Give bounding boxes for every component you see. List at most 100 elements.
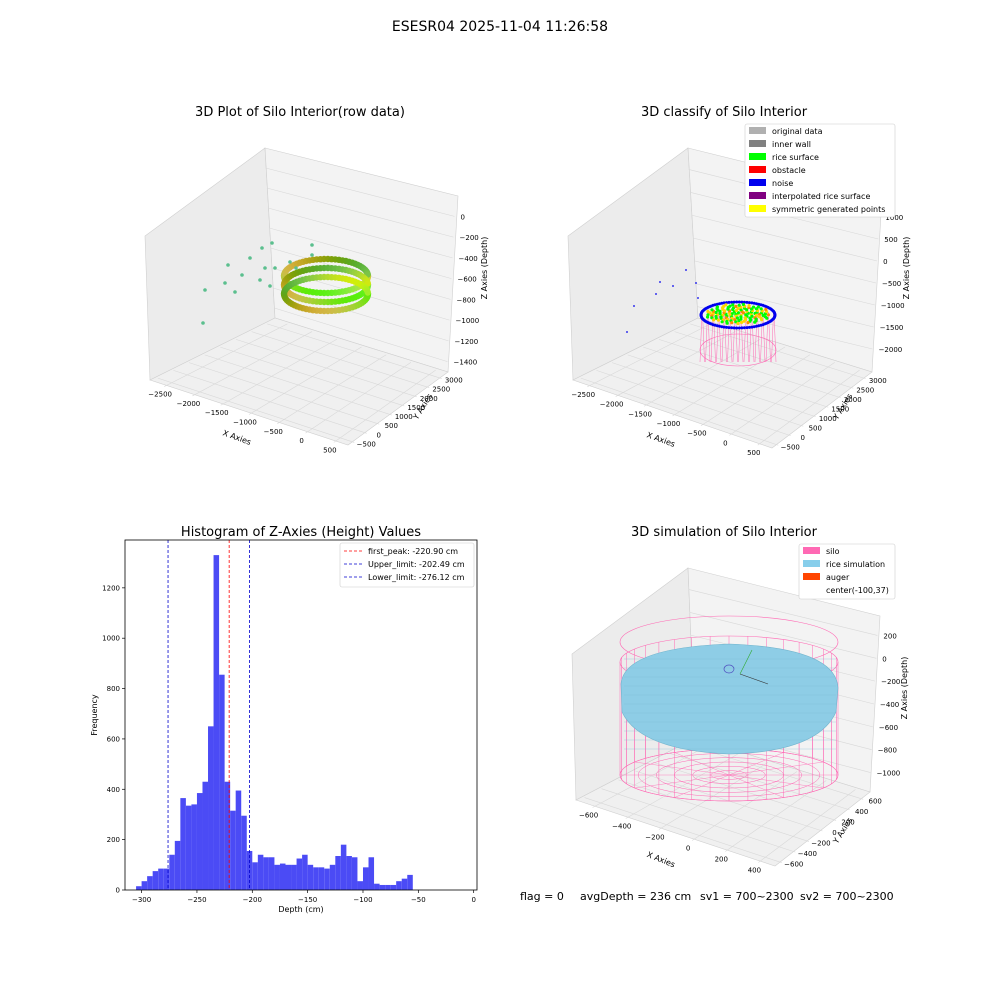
p1-zgrid-line — [269, 227, 452, 279]
panel4-grid — [584, 589, 878, 863]
legend-label: inner wall — [772, 140, 811, 149]
x-tick-label: −100 — [353, 896, 372, 904]
histogram-bar — [136, 886, 142, 890]
histogram-bar — [313, 867, 319, 890]
legend-swatch — [803, 573, 820, 580]
legend-swatch — [749, 153, 766, 160]
panel4-title: 3D simulation of Silo Interior — [631, 525, 818, 540]
legend-label: Upper_limit: -202.49 cm — [368, 560, 465, 569]
rice-surface-point — [712, 318, 716, 322]
p1-xtick-label: 500 — [323, 446, 336, 454]
p2-xgrid-line — [757, 369, 860, 446]
p4-xtick-label: 200 — [715, 856, 728, 864]
histogram-bar — [374, 883, 380, 890]
p2-ztick-label: 500 — [884, 236, 897, 244]
y-tick-label: 200 — [107, 836, 120, 844]
histogram-bar — [235, 790, 242, 890]
p2-ztick-label: −2000 — [879, 346, 903, 354]
p1-xgrid-line — [305, 362, 412, 434]
y-tick-label: 600 — [107, 735, 120, 743]
p2-ytick-label: 1500 — [831, 405, 849, 413]
histogram-bar — [219, 674, 225, 890]
silo-base-spoke — [674, 752, 730, 776]
noise-point — [735, 326, 739, 330]
p4-ygrid-line — [584, 797, 782, 863]
panel4-xlabel: X Axies — [646, 850, 677, 869]
silo-base-spoke — [674, 774, 730, 798]
rice-surface-point — [734, 320, 738, 324]
panel2-zlabel: Z Axies (Depth) — [902, 237, 911, 300]
p1-xgrid-line — [277, 354, 387, 425]
histogram-bar — [351, 857, 358, 890]
raw-data-point — [288, 260, 292, 264]
p4-ztick-label: −200 — [881, 678, 900, 686]
y-tick-label: 0 — [116, 887, 120, 895]
histogram-bar — [174, 840, 181, 890]
raw-data-point — [203, 288, 207, 292]
p1-ygrid-line — [235, 339, 417, 398]
p2-ztick-label: −1000 — [881, 302, 905, 310]
p1-ztick-label: −800 — [457, 296, 476, 304]
histogram-bar — [291, 864, 297, 890]
rice-surface-point — [730, 321, 734, 325]
noise-point — [672, 285, 674, 287]
y-tick-label: 800 — [107, 685, 120, 693]
p2-xtick-label: 0 — [723, 439, 727, 447]
p2-ytick-label: 0 — [801, 434, 805, 442]
histogram-bar — [213, 555, 220, 890]
p2-ytick-label: 2500 — [856, 386, 874, 394]
histogram-bar — [208, 726, 214, 890]
histogram-bar — [318, 867, 325, 890]
auger-axis — [739, 649, 753, 675]
panel2-x-ticks: −2500 −2000 −1500 −1000 −500 0 500 — [571, 391, 760, 457]
panel1-zlabel: Z Axies (Depth) — [480, 237, 489, 300]
rice-surface-point — [720, 320, 724, 324]
rice-surface — [620, 643, 839, 755]
p2-ytick-label: −500 — [781, 443, 800, 451]
p2-xtick-label: −1500 — [628, 410, 652, 418]
noise-point — [737, 326, 741, 330]
silo-wall-line — [757, 311, 760, 363]
p4-xtick-label: −600 — [579, 812, 598, 820]
noise-point — [745, 326, 749, 330]
p4-ytick-label: −400 — [798, 850, 817, 858]
histogram-bar — [252, 862, 258, 890]
rice-surface-point — [753, 320, 757, 324]
p2-xtick-label: 500 — [747, 449, 760, 457]
histogram-bar — [279, 863, 286, 890]
histogram-bar — [180, 798, 186, 890]
panel4-z-ticks: 200 0 −200 −400 −600 −800 −1000 — [877, 632, 901, 777]
p2-ytick-label: 3000 — [869, 377, 887, 385]
p4-ytick-label: 0 — [832, 829, 836, 837]
noise-point — [697, 297, 699, 299]
p2-ygrid-line — [580, 377, 779, 446]
legend-swatch — [749, 166, 766, 173]
rice-surface-point — [715, 305, 720, 309]
histogram-bar — [163, 868, 170, 890]
noise-point — [752, 301, 756, 305]
legend-label: center(-100,37) — [826, 586, 889, 595]
p1-ytick-label: 500 — [385, 422, 398, 430]
histogram-bar — [346, 856, 352, 890]
p2-ygrid-line — [611, 362, 804, 427]
p2-ztick-label: 0 — [883, 258, 887, 266]
p4-ytick-label: 600 — [869, 797, 882, 805]
noise-point — [730, 326, 734, 330]
noise-point — [720, 301, 724, 305]
p1-zgrid-line — [268, 207, 453, 259]
silo-wall-line — [705, 311, 708, 363]
histogram-bars — [136, 555, 413, 890]
p1-xgrid-line — [333, 369, 436, 443]
p1-zgrid-line — [274, 307, 448, 362]
p2-xgrid-line — [700, 354, 811, 426]
rice-surface-point — [746, 321, 750, 325]
legend-swatch — [749, 179, 766, 186]
histogram-xlabel: Depth (cm) — [278, 905, 323, 914]
p2-ytick-label: 2000 — [844, 396, 862, 404]
legend-label: noise — [772, 179, 793, 188]
silo-wall-line — [707, 311, 711, 363]
rice-surface-point — [736, 321, 740, 326]
histogram-bar — [268, 857, 275, 890]
noise-point — [633, 305, 635, 307]
y-tick-label: 1000 — [102, 635, 120, 643]
